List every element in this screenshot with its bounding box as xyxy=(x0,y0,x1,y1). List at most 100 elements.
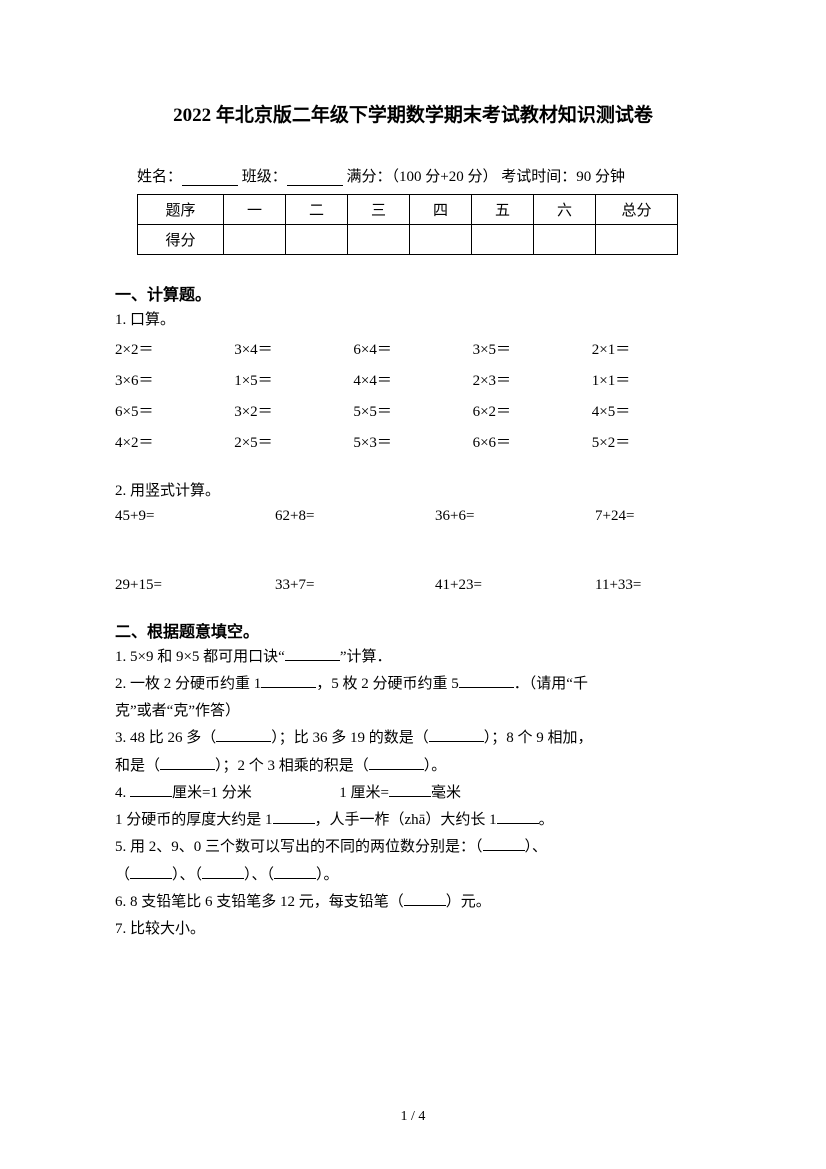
calc-item: 5×5＝ xyxy=(353,400,472,421)
calc-item: 2×1＝ xyxy=(592,338,711,359)
calc-item: 6×2＝ xyxy=(473,400,592,421)
text: 厘米=1 分米 xyxy=(172,785,252,801)
cell-header: 总分 xyxy=(596,195,678,225)
vertical-calc-row2: 29+15= 33+7= 41+23= 11+33= xyxy=(115,577,711,594)
class-label: 班级： xyxy=(242,169,287,185)
cell-score-label: 得分 xyxy=(138,225,224,255)
calc-item: 3×2＝ xyxy=(234,400,353,421)
cell-header: 四 xyxy=(410,195,472,225)
calc-item: 5×2＝ xyxy=(592,431,711,452)
cell-score[interactable] xyxy=(348,225,410,255)
blank[interactable] xyxy=(483,836,525,851)
fill-q5-line2: （）、（）、（）。 xyxy=(115,864,711,887)
blank[interactable] xyxy=(389,782,431,797)
text: ）；2 个 3 相乘的积是（ xyxy=(215,758,369,774)
name-blank[interactable] xyxy=(182,169,238,186)
blank[interactable] xyxy=(216,727,271,742)
blank[interactable] xyxy=(202,864,244,879)
calc-item: 1×1＝ xyxy=(592,369,711,390)
calc-item: 6×4＝ xyxy=(353,338,472,359)
fill-q2-line2: 克”或者“克”作答） xyxy=(115,700,711,723)
calc-item: 4×2＝ xyxy=(115,431,234,452)
cell-score[interactable] xyxy=(410,225,472,255)
cell-header: 题序 xyxy=(138,195,224,225)
cell-header: 一 xyxy=(224,195,286,225)
calc-item: 2×2＝ xyxy=(115,338,234,359)
calc-item: 3×5＝ xyxy=(473,338,592,359)
cell-score[interactable] xyxy=(286,225,348,255)
blank[interactable] xyxy=(130,782,172,797)
blank[interactable] xyxy=(429,727,484,742)
blank[interactable] xyxy=(274,864,316,879)
fill-q6: 6. 8 支铅笔比 6 支铅笔多 12 元，每支铅笔（ ）元。 xyxy=(115,891,711,914)
blank[interactable] xyxy=(497,809,539,824)
fill-q3-line1: 3. 48 比 26 多（ ）；比 36 多 19 的数是（ ）；8 个 9 相加， xyxy=(115,727,711,750)
table-row: 得分 xyxy=(138,225,678,255)
q2-label: 2. 用竖式计算。 xyxy=(115,480,711,503)
calc-item: 7+24= xyxy=(595,508,715,525)
full-label: 满分： xyxy=(347,169,392,185)
mental-calc-grid: 2×2＝ 3×4＝ 6×4＝ 3×5＝ 2×1＝ 3×6＝ 1×5＝ 4×4＝ … xyxy=(115,338,711,452)
text: 3. 48 比 26 多（ xyxy=(115,730,216,746)
fill-q1: 1. 5×9 和 9×5 都可用口诀“”计算． xyxy=(115,646,711,669)
text: 4. xyxy=(115,785,130,801)
cell-score[interactable] xyxy=(596,225,678,255)
text: ）元。 xyxy=(446,894,491,910)
cell-header: 三 xyxy=(348,195,410,225)
calc-item: 41+23= xyxy=(435,577,595,594)
cell-header: 六 xyxy=(534,195,596,225)
calc-item: 2×5＝ xyxy=(234,431,353,452)
calc-item: 11+33= xyxy=(595,577,715,594)
class-blank[interactable] xyxy=(287,169,343,186)
blank[interactable] xyxy=(459,673,514,688)
text: 克”或者“克”作答） xyxy=(115,703,240,719)
calc-item: 29+15= xyxy=(115,577,275,594)
fill-q7: 7. 比较大小。 xyxy=(115,918,711,941)
calc-item: 62+8= xyxy=(275,508,435,525)
text: 6. 8 支铅笔比 6 支铅笔多 12 元，每支铅笔（ xyxy=(115,894,404,910)
calc-item: 45+9= xyxy=(115,508,275,525)
calc-item: 5×3＝ xyxy=(353,431,472,452)
text: 毫米 xyxy=(431,785,461,801)
text: ）；8 个 9 相加， xyxy=(484,730,593,746)
student-info-line: 姓名： 班级： 满分：（100 分+20 分） 考试时间：90 分钟 xyxy=(115,165,711,186)
blank[interactable] xyxy=(273,809,315,824)
blank[interactable] xyxy=(160,755,215,770)
blank[interactable] xyxy=(261,673,316,688)
q1-label: 1. 口算。 xyxy=(115,309,711,332)
blank[interactable] xyxy=(369,755,424,770)
text: ）。 xyxy=(424,758,447,774)
fill-q3-line2: 和是（）；2 个 3 相乘的积是（）。 xyxy=(115,755,711,778)
text: （ xyxy=(115,867,130,883)
blank[interactable] xyxy=(285,646,340,661)
score-table: 题序 一 二 三 四 五 六 总分 得分 xyxy=(137,194,678,255)
cell-header: 二 xyxy=(286,195,348,225)
text: 1 厘米= xyxy=(339,785,389,801)
calc-item: 36+6= xyxy=(435,508,595,525)
text: ）；比 36 多 19 的数是（ xyxy=(271,730,429,746)
text: 2. 一枚 2 分硬币约重 1 xyxy=(115,676,261,692)
calc-item: 3×6＝ xyxy=(115,369,234,390)
cell-header: 五 xyxy=(472,195,534,225)
text: 5. 用 2、9、0 三个数可以写出的不同的两位数分别是：（ xyxy=(115,839,483,855)
fill-q2-line1: 2. 一枚 2 分硬币约重 1，5 枚 2 分硬币约重 5．（请用“千 xyxy=(115,673,711,696)
text: ”计算． xyxy=(340,649,392,665)
fill-q5-line1: 5. 用 2、9、0 三个数可以写出的不同的两位数分别是：（）、 xyxy=(115,836,711,859)
table-row: 题序 一 二 三 四 五 六 总分 xyxy=(138,195,678,225)
calc-item: 3×4＝ xyxy=(234,338,353,359)
full-value: （100 分+20 分） xyxy=(392,169,498,185)
exam-title: 2022 年北京版二年级下学期数学期末考试教材知识测试卷 xyxy=(115,100,711,127)
text: ，人手一柞（zhā）大约长 1 xyxy=(315,812,497,828)
calc-item: 6×6＝ xyxy=(473,431,592,452)
time-label: 考试时间： xyxy=(501,169,576,185)
section-2-header: 二、根据题意填空。 xyxy=(115,618,711,642)
cell-score[interactable] xyxy=(534,225,596,255)
page-number: 1 / 4 xyxy=(0,1109,826,1125)
text: 。 xyxy=(539,812,554,828)
blank[interactable] xyxy=(130,864,172,879)
name-label: 姓名： xyxy=(137,169,182,185)
cell-score[interactable] xyxy=(224,225,286,255)
cell-score[interactable] xyxy=(472,225,534,255)
blank[interactable] xyxy=(404,891,446,906)
text: ）。 xyxy=(316,867,339,883)
